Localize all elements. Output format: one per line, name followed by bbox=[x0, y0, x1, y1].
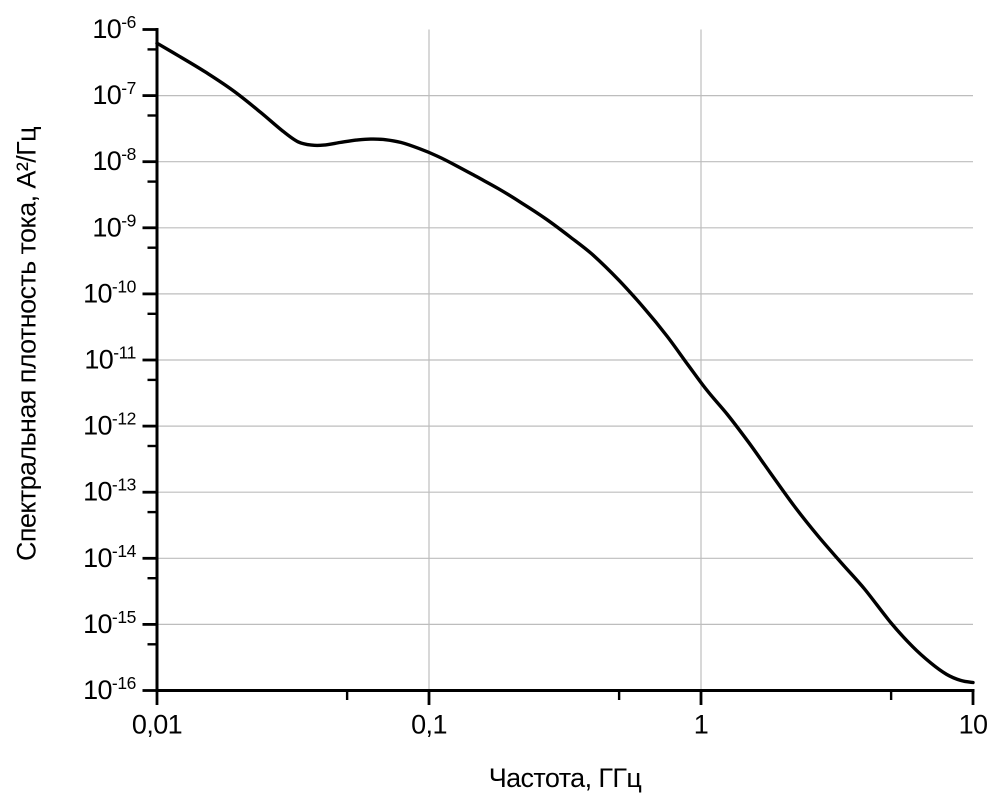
y-tick-label: 10-12 bbox=[83, 409, 136, 441]
y-tick-label: 10-13 bbox=[83, 475, 136, 507]
y-tick-label: 10-14 bbox=[83, 541, 137, 573]
y-tick-label: 10-9 bbox=[92, 210, 136, 242]
y-tick-label: 10-7 bbox=[92, 78, 136, 110]
x-tick-label: 0,01 bbox=[132, 710, 182, 740]
y-tick-label: 10-10 bbox=[83, 276, 137, 308]
axes-group bbox=[155, 28, 975, 692]
y-axis-ticks-group: 10-6 10-7 10-8 10-9 10-10 10-11 10-12 10-13 10-1… bbox=[83, 12, 156, 705]
y-axis-title: Спектральная плотность тока, А²/Гц bbox=[11, 126, 42, 562]
y-tick-label: 10-11 bbox=[84, 343, 136, 375]
x-tick-label: 10 bbox=[959, 710, 988, 740]
x-axis-title: Частота, ГГц bbox=[488, 763, 642, 793]
y-tick-label: 10-6 bbox=[92, 12, 136, 44]
x-axis-ticks-group: 0,01 0,1 1 10 bbox=[132, 692, 988, 740]
y-tick-label: 10-8 bbox=[92, 144, 136, 176]
x-tick-label: 0,1 bbox=[411, 710, 447, 740]
y-tick-label: 10-15 bbox=[83, 607, 136, 639]
x-tick-label: 1 bbox=[694, 710, 708, 740]
spectral-density-curve bbox=[155, 41, 975, 685]
gridlines-group bbox=[157, 29, 973, 691]
y-tick-label: 10-16 bbox=[83, 673, 136, 705]
